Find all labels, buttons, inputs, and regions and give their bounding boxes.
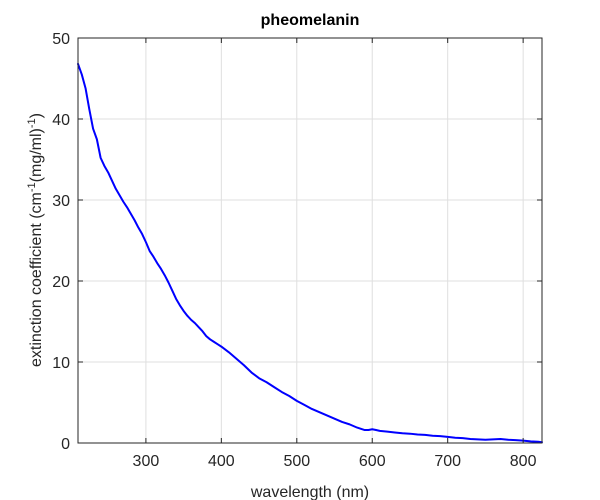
chart-title: pheomelanin	[261, 12, 360, 29]
y-tick-label: 20	[52, 274, 70, 291]
y-axis-label-sup2: -1	[26, 118, 38, 128]
x-tick-label: 600	[359, 453, 386, 470]
y-tick-labels: 0 10 20 30 40 50	[52, 31, 70, 453]
y-tick-label: 0	[61, 436, 70, 453]
y-axis-label-base: extinction coefficient (cm	[28, 192, 45, 367]
y-tick-label: 40	[52, 112, 70, 129]
x-axis-label: wavelength (nm)	[250, 484, 369, 500]
x-tick-label: 500	[283, 453, 310, 470]
axes-frame	[77, 37, 543, 444]
x-tick-labels: 300 400 500 600 700 800	[133, 453, 537, 470]
tick-marks	[78, 37, 542, 444]
x-tick-label: 300	[133, 453, 160, 470]
y-axis-label: extinction coefficient (cm-1(mg/ml)-1)	[26, 113, 45, 367]
x-tick-label: 700	[434, 453, 461, 470]
y-axis-label-mid: (mg/ml)	[28, 128, 45, 182]
y-tick-label: 10	[52, 355, 70, 372]
x-tick-label: 400	[208, 453, 235, 470]
y-axis-label-end: )	[28, 113, 45, 118]
data-curve-group	[77, 62, 543, 444]
y-tick-label: 50	[52, 31, 70, 48]
grid-lines	[78, 37, 542, 444]
y-axis-label-sup1: -1	[26, 182, 38, 192]
y-tick-label: 30	[52, 193, 70, 210]
x-tick-label: 800	[510, 453, 537, 470]
series-line	[77, 62, 543, 444]
plot-area	[78, 38, 542, 443]
